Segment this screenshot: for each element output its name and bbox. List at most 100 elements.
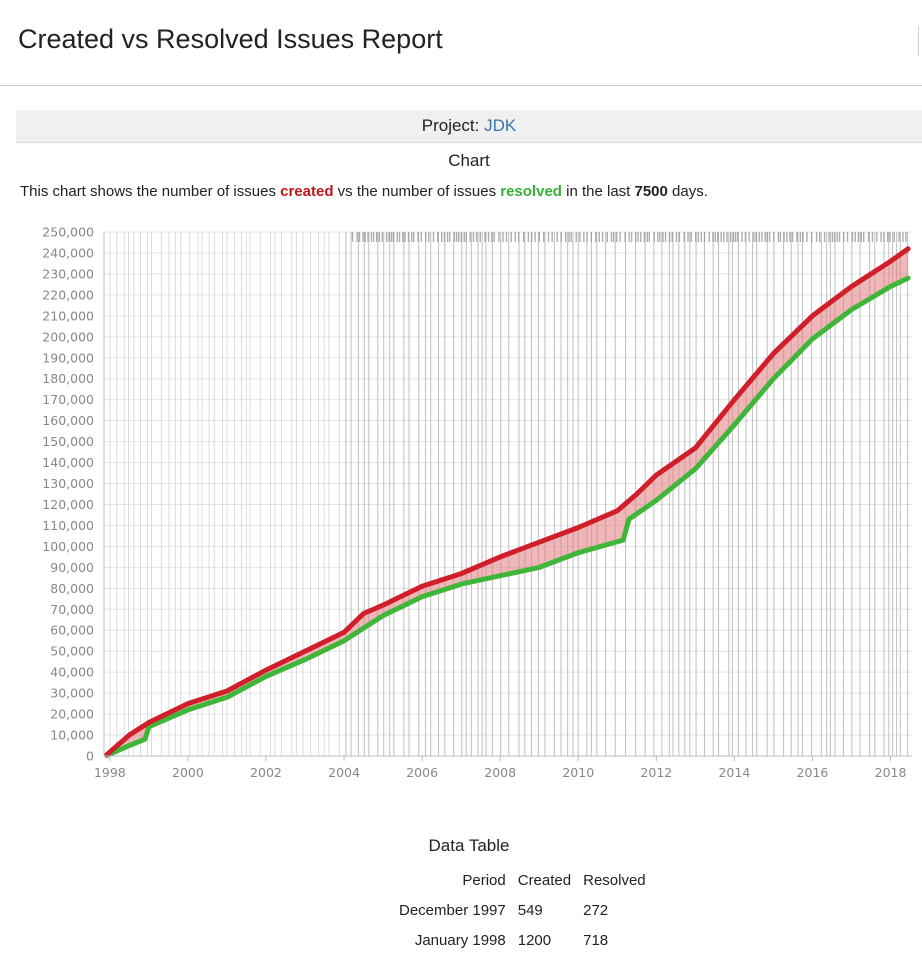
project-label: Project:	[421, 116, 480, 135]
version-marker-label	[726, 232, 728, 242]
version-marker-label	[455, 232, 458, 242]
project-link[interactable]: JDK	[484, 116, 517, 135]
version-marker-label	[640, 232, 642, 242]
version-marker-label	[867, 232, 870, 242]
y-tick-label: 180,000	[42, 371, 94, 386]
version-marker-label	[737, 232, 739, 242]
y-tick-label: 10,000	[50, 728, 94, 743]
x-tick-label: 2004	[328, 765, 360, 780]
version-marker-label	[432, 232, 435, 242]
version-marker-label	[851, 232, 854, 242]
y-tick-label: 0	[86, 749, 94, 764]
version-marker-label	[708, 232, 710, 242]
version-marker-label	[810, 232, 813, 242]
y-tick-label: 230,000	[42, 266, 94, 281]
y-tick-label: 50,000	[50, 644, 94, 659]
version-marker-label	[734, 232, 737, 242]
version-marker-label	[381, 232, 383, 242]
version-marker-label	[446, 232, 449, 242]
version-marker-label	[453, 232, 456, 242]
version-marker-label	[748, 232, 750, 242]
version-marker-label	[628, 232, 630, 242]
y-tick-label: 240,000	[42, 245, 94, 260]
version-marker-label	[491, 232, 493, 242]
version-marker-label	[458, 232, 460, 242]
chart-description: This chart shows the number of issues cr…	[20, 183, 708, 200]
table-cell-created: 549	[517, 902, 543, 919]
x-tick-label: 2006	[406, 765, 438, 780]
y-tick-label: 100,000	[42, 539, 94, 554]
version-marker-label	[396, 232, 399, 242]
version-marker-label	[664, 232, 667, 242]
x-tick-label: 2008	[484, 765, 516, 780]
version-marker-label	[616, 232, 618, 242]
chart-heading: Chart	[448, 151, 490, 170]
version-marker-label	[755, 232, 757, 242]
version-marker-label	[843, 232, 845, 242]
page-header: Created vs Resolved Issues Report	[0, 0, 922, 86]
version-marker-label	[648, 232, 650, 242]
version-marker-label	[527, 232, 530, 242]
version-marker-label	[695, 232, 697, 242]
version-marker-label	[758, 232, 761, 242]
version-marker-label	[551, 232, 553, 242]
version-marker-label	[375, 232, 378, 242]
table-cell-period: January 1998	[414, 932, 506, 949]
version-marker-label	[388, 232, 390, 242]
version-marker-label	[427, 232, 430, 242]
y-tick-label: 120,000	[42, 497, 94, 512]
data-table-header-row: Period Created Resolved	[393, 866, 652, 896]
version-marker-label	[547, 232, 550, 242]
data-table: Period Created Resolved December 1997 54…	[393, 866, 652, 956]
version-marker-label	[601, 232, 604, 242]
version-marker-label	[893, 232, 895, 242]
y-tick-label: 210,000	[42, 308, 94, 323]
data-table-heading: Data Table	[428, 836, 510, 855]
x-tick-label: 2012	[640, 765, 672, 780]
version-marker-label	[700, 232, 702, 242]
version-marker-label	[514, 232, 517, 242]
version-marker-label	[460, 232, 463, 242]
table-cell-created: 1200	[517, 932, 552, 949]
version-marker-label	[779, 232, 782, 242]
version-marker-label	[424, 232, 427, 242]
version-marker-label	[723, 232, 725, 242]
version-marker-label	[761, 232, 763, 242]
version-marker-label	[518, 232, 520, 242]
version-marker-label	[854, 232, 856, 242]
y-tick-label: 130,000	[42, 476, 94, 491]
version-marker-label	[791, 232, 794, 242]
version-marker-label	[657, 232, 659, 242]
version-marker-label	[712, 232, 714, 242]
version-marker-label	[880, 232, 882, 242]
version-marker-label	[764, 232, 766, 242]
version-marker-label	[564, 232, 567, 242]
version-marker-label	[362, 232, 364, 242]
version-marker-label	[378, 232, 381, 242]
version-marker-label	[831, 232, 834, 242]
series-line-resolved	[104, 275, 911, 758]
y-tick-label: 190,000	[42, 350, 94, 365]
desc-days-value: 7500	[634, 183, 668, 200]
version-marker-label	[902, 232, 904, 242]
version-marker-label	[463, 232, 465, 242]
version-marker-label	[687, 232, 689, 242]
version-marker-label	[703, 232, 706, 242]
y-tick-label: 220,000	[42, 287, 94, 302]
version-marker-label	[766, 232, 768, 242]
y-tick-label: 140,000	[42, 455, 94, 470]
version-marker-label	[741, 232, 743, 242]
version-marker-label	[619, 232, 621, 242]
x-tick-label: 1998	[94, 765, 126, 780]
version-marker-label	[683, 232, 685, 242]
version-marker-label	[637, 232, 639, 242]
version-marker-label	[883, 232, 885, 242]
x-tick-label: 2010	[562, 765, 594, 780]
version-marker-label	[806, 232, 808, 242]
version-marker-label	[768, 232, 771, 242]
version-marker-label	[538, 232, 540, 242]
version-marker-label	[634, 232, 637, 242]
version-marker-label	[823, 232, 826, 242]
y-tick-label: 250,000	[42, 225, 94, 240]
version-marker-label	[697, 232, 699, 242]
